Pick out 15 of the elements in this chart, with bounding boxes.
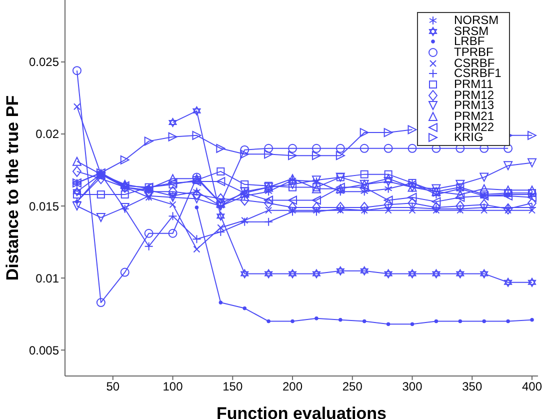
y-tick-label: 0.01 [36, 271, 60, 286]
y-tick-label: 0.015 [28, 199, 60, 214]
x-tick-label: 150 [222, 380, 243, 394]
y-axis-title: Distance to the true PF [3, 95, 22, 281]
x-tick-label: 50 [106, 380, 120, 394]
x-tick-label: 300 [402, 380, 423, 394]
x-tick-label: 100 [162, 380, 184, 394]
y-tick-label: 0.02 [36, 127, 60, 142]
y-tick-label: 0.005 [28, 343, 60, 358]
x-axis-title: Function evaluations [216, 404, 387, 419]
y-tick-label: 0.025 [28, 55, 60, 70]
x-tick-label: 250 [342, 380, 363, 394]
x-tick-label: 400 [522, 380, 542, 394]
x-tick-label: 350 [462, 380, 482, 394]
x-tick-label: 200 [282, 380, 303, 394]
